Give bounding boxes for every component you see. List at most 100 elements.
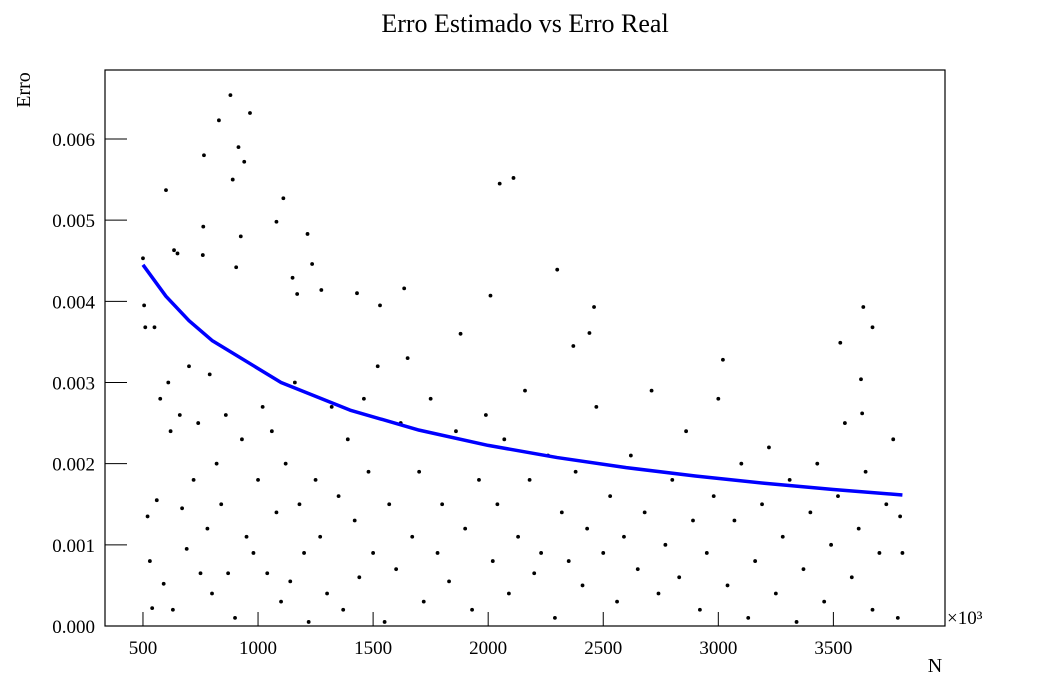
scatter-point xyxy=(269,429,274,434)
scatter-point xyxy=(527,477,532,482)
x-tick-label: 3000 xyxy=(699,638,737,659)
scatter-point xyxy=(808,510,813,515)
scatter-point xyxy=(292,380,297,385)
scatter-point xyxy=(891,437,896,442)
scatter-point xyxy=(152,325,157,330)
scatter-point xyxy=(421,599,426,604)
scatter-point xyxy=(677,575,682,580)
scatter-point xyxy=(150,606,155,611)
scatter-point xyxy=(219,502,224,507)
scatter-point xyxy=(516,534,520,539)
chart-title: Erro Estimado vs Erro Real xyxy=(381,9,668,38)
scatter-point xyxy=(226,571,231,576)
scatter-point xyxy=(863,469,868,474)
scatter-point xyxy=(170,607,175,612)
scatter-point xyxy=(704,551,709,555)
y-tick-label: 0.005 xyxy=(52,211,95,232)
scatter-point xyxy=(580,583,585,588)
scatter-point xyxy=(357,575,362,580)
scatter-point xyxy=(228,93,233,98)
scatter-point xyxy=(265,571,270,576)
scatter-point xyxy=(202,153,206,158)
scatter-point xyxy=(698,607,702,612)
scatter-point xyxy=(172,248,176,253)
scatter-point xyxy=(506,591,511,596)
x-tick-label: 3500 xyxy=(814,638,852,659)
scatter-point xyxy=(191,477,196,482)
scatter-point xyxy=(711,494,716,499)
scatter-point xyxy=(585,526,590,531)
scatter-point xyxy=(240,437,244,442)
scatter-point xyxy=(801,567,806,572)
scatter-point xyxy=(870,607,875,612)
scatter-point xyxy=(488,293,493,298)
scatter-point xyxy=(145,514,150,519)
scatter-point xyxy=(366,469,371,474)
scatter-point xyxy=(836,494,840,499)
scatter-point xyxy=(164,188,168,193)
scatter-point xyxy=(656,591,661,596)
scatter-point xyxy=(470,607,474,612)
scatter-point xyxy=(234,265,239,270)
x-tick-label: 2500 xyxy=(584,638,622,659)
scatter-point xyxy=(336,494,341,499)
scatter-point xyxy=(387,502,392,507)
scatter-point xyxy=(175,251,180,256)
scatter-point xyxy=(573,469,578,474)
scatter-point xyxy=(622,534,626,539)
scatter-point xyxy=(523,388,527,393)
scatter-point xyxy=(402,286,407,291)
scatter-point xyxy=(345,437,350,442)
scatter-point xyxy=(571,344,576,348)
scatter-point xyxy=(260,404,265,409)
scatter-point xyxy=(490,559,495,563)
scatter-point xyxy=(642,510,647,515)
scatter-point xyxy=(187,364,191,369)
scatter-point xyxy=(628,453,633,458)
scatter-point xyxy=(201,224,206,229)
scatter-point xyxy=(822,599,827,604)
scatter-point xyxy=(325,591,329,596)
scatter-point xyxy=(362,396,366,401)
scatter-point xyxy=(238,234,243,239)
x-axis-label: N xyxy=(928,655,942,677)
scatter-point xyxy=(587,331,592,335)
y-tick-label: 0.006 xyxy=(52,130,95,151)
scatter-point xyxy=(849,575,854,580)
scatter-point xyxy=(281,196,286,201)
scatter-point xyxy=(198,571,203,576)
x-tick-label: 2000 xyxy=(469,638,507,659)
scatter-point xyxy=(532,571,537,576)
scatter-point xyxy=(767,445,771,450)
scatter-point xyxy=(859,377,863,382)
scatter-point xyxy=(502,437,507,442)
scatter-point xyxy=(870,325,875,330)
scatter-point xyxy=(900,551,905,555)
scatter-point xyxy=(158,396,163,401)
scatter-point xyxy=(283,461,288,466)
scatter-point xyxy=(143,325,148,330)
plot-frame xyxy=(104,69,946,627)
scatter-point xyxy=(898,514,903,519)
y-tick-label: 0.000 xyxy=(52,617,95,638)
scatter-point xyxy=(838,340,843,345)
scatter-point xyxy=(440,502,445,507)
scatter-point xyxy=(608,494,613,499)
scatter-point xyxy=(147,559,152,563)
scatter-point xyxy=(691,518,695,523)
x-tick-label: 1500 xyxy=(354,638,392,659)
scatter-point xyxy=(553,615,557,620)
scatter-point xyxy=(274,219,279,224)
scatter-point xyxy=(566,559,571,563)
scatter-point xyxy=(319,288,324,292)
scatter-point xyxy=(236,145,241,150)
scatter-point xyxy=(313,477,318,482)
fit-curve xyxy=(141,263,903,497)
scatter-point xyxy=(594,404,599,409)
scatter-point xyxy=(305,232,310,236)
scatter-point xyxy=(279,599,283,604)
scatter-point xyxy=(154,498,159,503)
scatter-point xyxy=(375,364,380,369)
scatter-point xyxy=(161,581,166,586)
